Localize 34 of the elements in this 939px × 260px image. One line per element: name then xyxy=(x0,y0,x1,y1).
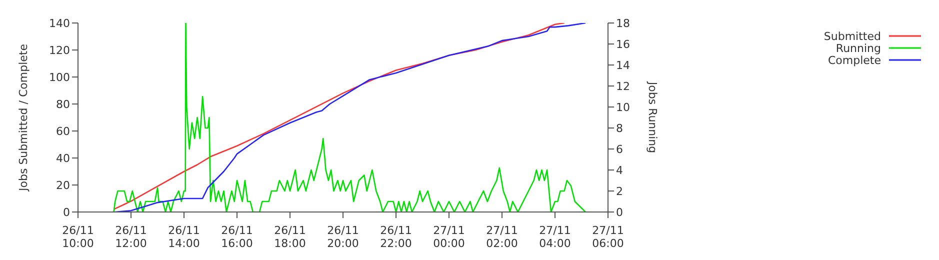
y-tick-label: 100 xyxy=(49,70,70,84)
y-tick-label: 20 xyxy=(56,178,70,192)
legend-label: Running xyxy=(836,42,881,54)
y2-tick-label: 16 xyxy=(616,38,630,51)
y-axis-title: Jobs Submitted / Complete xyxy=(16,44,30,192)
legend-label: Complete xyxy=(828,54,881,66)
x-tick-label: 26/11 22:00 xyxy=(380,224,412,250)
x-tick-label: 27/11 02:00 xyxy=(486,224,518,250)
x-tick-label: 27/11 04:00 xyxy=(539,224,571,250)
y-tick-label: 60 xyxy=(56,124,70,138)
y2-tick-label: 10 xyxy=(616,100,630,114)
y-tick-label: 120 xyxy=(49,44,70,57)
x-tick-label: 27/11 00:00 xyxy=(433,224,465,250)
y2-tick-label: 2 xyxy=(616,184,623,198)
x-tick-label: 26/11 12:00 xyxy=(115,224,147,250)
y-tick-label: 40 xyxy=(56,152,70,165)
x-tick-label: 26/11 16:00 xyxy=(221,224,253,250)
y-tick-label: 0 xyxy=(63,206,70,219)
y2-tick-label: 6 xyxy=(616,142,623,156)
y2-tick-label: 14 xyxy=(616,58,630,72)
y-tick-label: 140 xyxy=(49,16,70,30)
x-tick-label: 26/11 14:00 xyxy=(168,224,200,250)
y2-tick-label: 12 xyxy=(616,80,630,93)
y2-tick-label: 8 xyxy=(616,122,623,135)
y2-tick-label: 4 xyxy=(616,164,623,177)
x-tick-label: 26/11 20:00 xyxy=(327,224,359,250)
legend-label: Submitted xyxy=(824,30,881,42)
y2-axis-title: Jobs Running xyxy=(646,80,660,154)
x-tick-label: 26/11 10:00 xyxy=(62,224,94,250)
x-tick-label: 26/11 18:00 xyxy=(274,224,306,250)
y2-tick-label: 18 xyxy=(616,16,630,30)
y2-tick-label: 0 xyxy=(616,206,623,219)
x-tick-label: 27/11 06:00 xyxy=(592,224,624,250)
y-tick-label: 80 xyxy=(56,98,70,111)
